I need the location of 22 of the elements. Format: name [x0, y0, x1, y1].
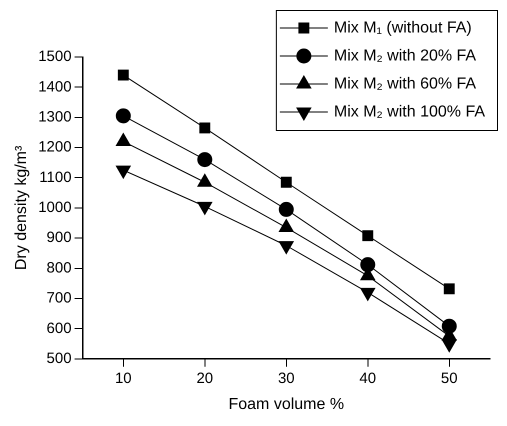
y-tick-label: 1100 — [39, 168, 72, 186]
y-tick-label: 1400 — [38, 78, 72, 96]
legend-label: Mix M₁ (without FA) — [334, 19, 472, 36]
legend-label: Mix M₂ with 100% FA — [334, 103, 486, 120]
x-tick-label: 10 — [114, 370, 132, 387]
y-tick-label: 800 — [46, 259, 72, 276]
legend-label: Mix M₂ with 60% FA — [334, 75, 476, 92]
y-tick-label: 1500 — [38, 48, 72, 66]
y-tick-label: 1200 — [38, 138, 72, 156]
y-tick-label: 700 — [46, 290, 72, 307]
x-tick-label: 30 — [278, 370, 295, 387]
y-tick-label: 1300 — [38, 108, 72, 126]
x-tick-label: 50 — [440, 370, 458, 387]
x-tick-label: 40 — [359, 370, 376, 387]
x-tick-label: 20 — [196, 370, 214, 387]
legend-label: Mix M₂ with 20% FA — [334, 47, 476, 64]
y-tick-label: 500 — [46, 350, 72, 367]
x-axis-title: Foam volume % — [228, 396, 344, 413]
y-tick-label: 600 — [46, 320, 72, 337]
y-axis-title: Dry density kg/m³ — [13, 144, 30, 270]
y-tick-label: 1000 — [38, 199, 72, 216]
y-tick-label: 900 — [46, 229, 72, 246]
